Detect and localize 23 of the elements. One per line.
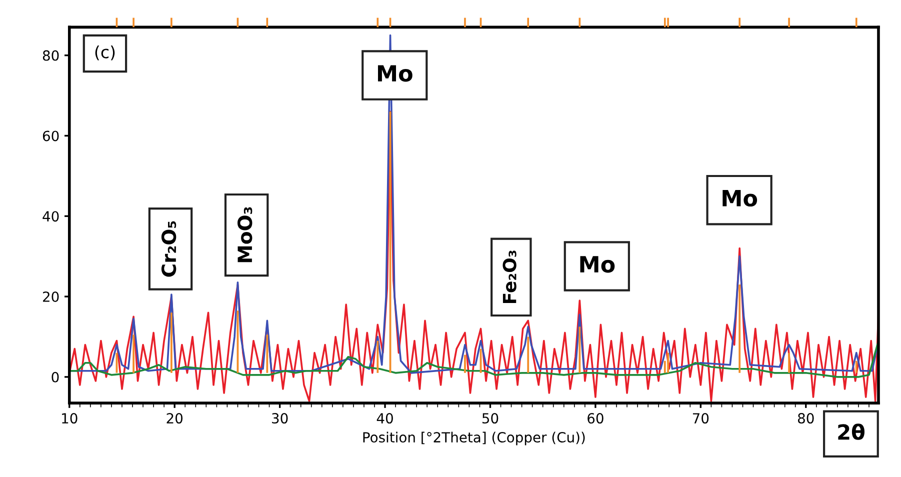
y-tick-label: 80 bbox=[42, 50, 59, 61]
x-tick-label: 50 bbox=[482, 413, 498, 424]
x-tick-label: 70 bbox=[692, 413, 709, 424]
annotation: Cr₂O₅ bbox=[161, 221, 176, 277]
line-series bbox=[69, 110, 878, 402]
annotation: Mo bbox=[378, 65, 412, 82]
annotation: Fe₂O₃ bbox=[502, 250, 516, 303]
x-tick-label: 10 bbox=[62, 413, 78, 424]
annotation: Mo bbox=[580, 256, 615, 273]
x-tick-label: 80 bbox=[798, 413, 814, 424]
text: 2θ bbox=[838, 424, 864, 440]
x-tick-label: 60 bbox=[588, 413, 604, 424]
y-tick-label: 20 bbox=[43, 292, 59, 302]
x-tick-label: 20 bbox=[166, 413, 183, 424]
annotation: MoO₃ bbox=[238, 207, 252, 262]
x-axis-title: Position [°2Theta] (Copper (Cu)) bbox=[363, 432, 585, 446]
x-tick-label: 30 bbox=[272, 413, 288, 424]
y-tick-label: 0 bbox=[52, 372, 59, 382]
y-tick-label: 40 bbox=[42, 211, 59, 222]
y-tick-label: 60 bbox=[42, 130, 59, 142]
annotation: Mo bbox=[722, 190, 758, 207]
annotation: (c) bbox=[95, 45, 115, 60]
x-tick-label: 40 bbox=[376, 413, 393, 424]
